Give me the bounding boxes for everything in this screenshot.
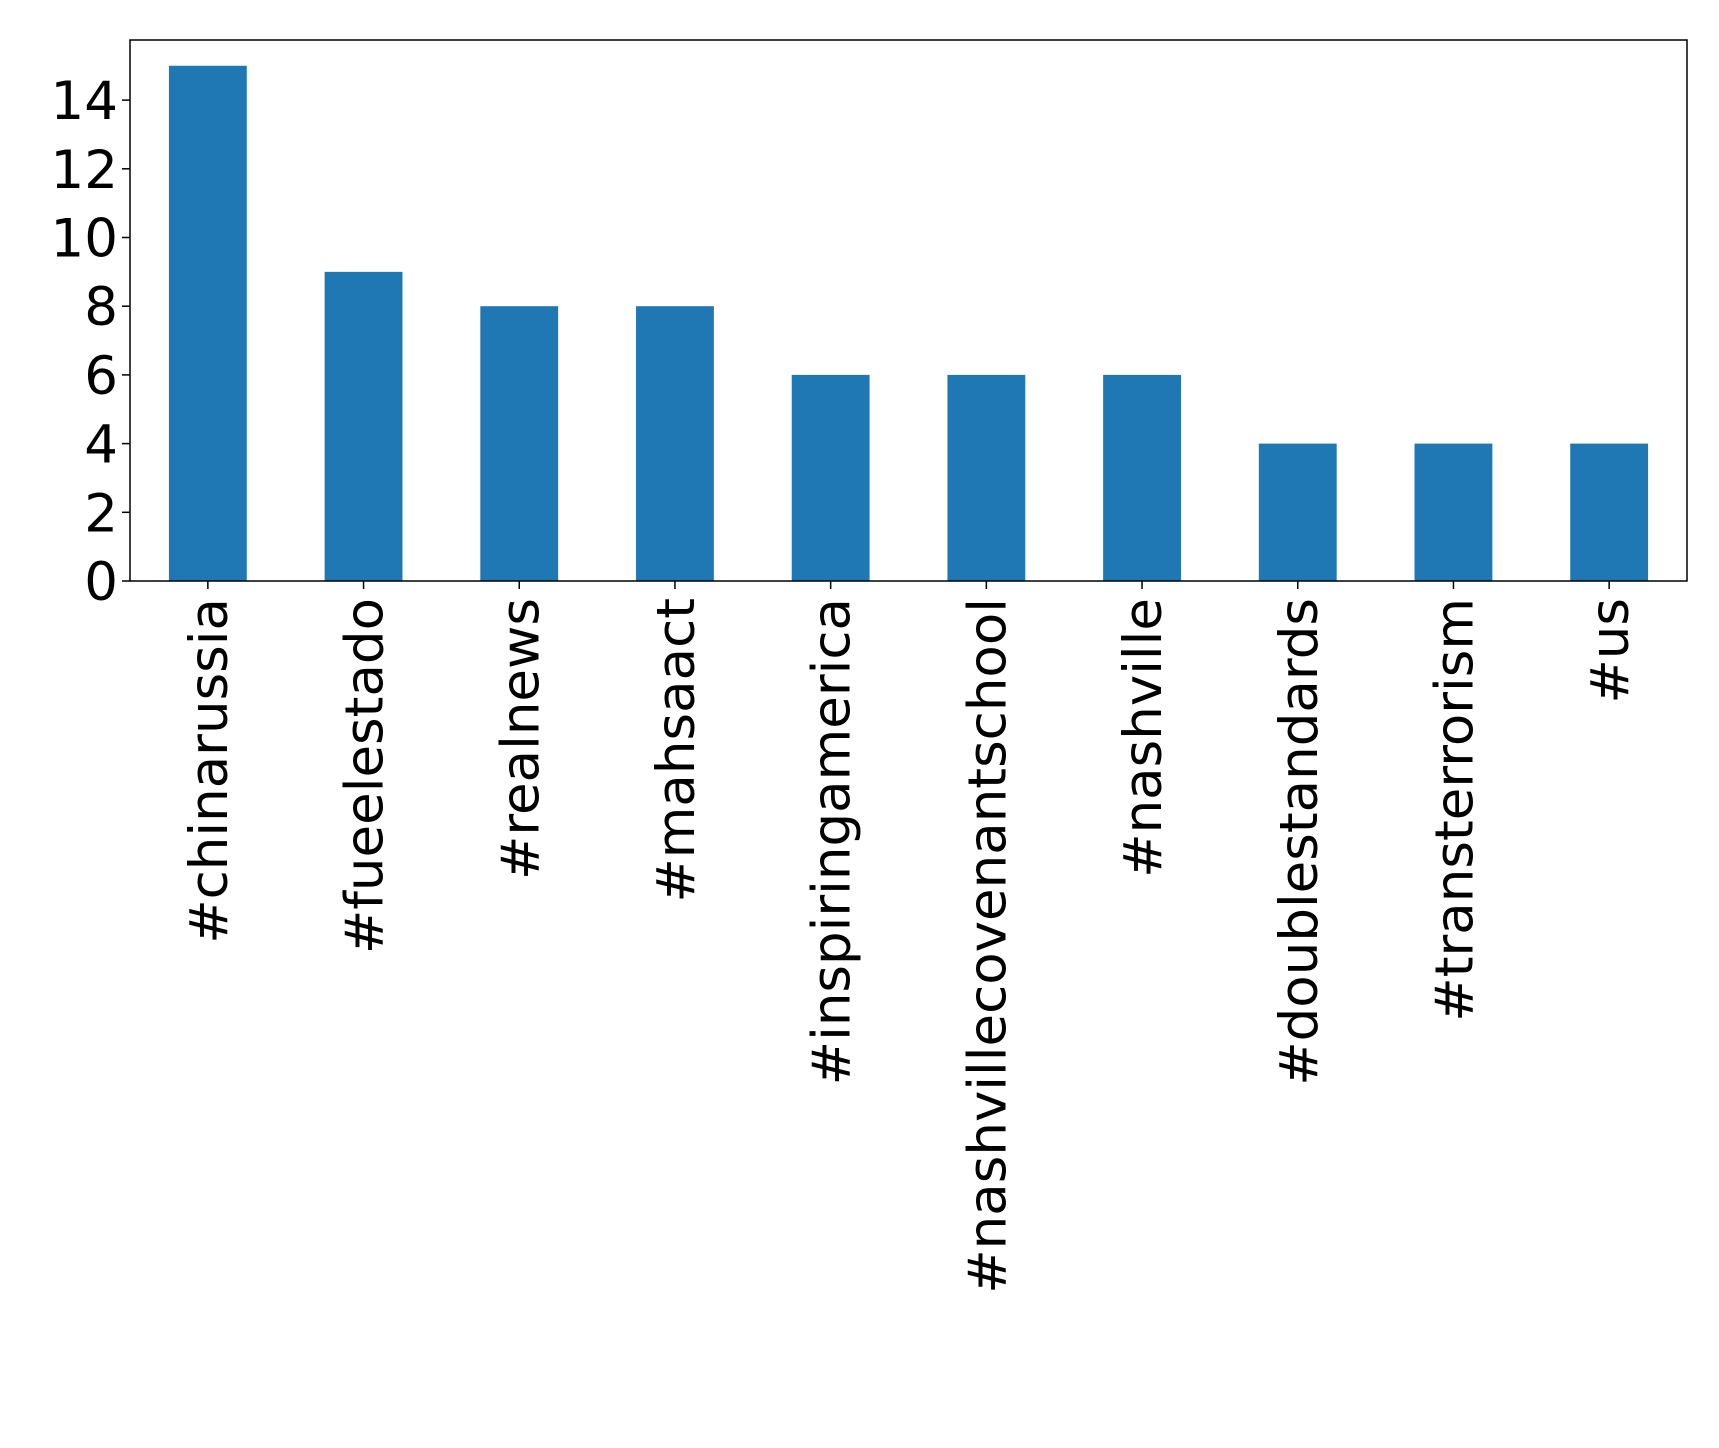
bar: [480, 306, 559, 581]
x-tick-label: #nashvillecovenantschool: [957, 598, 1018, 1294]
bar: [947, 374, 1026, 581]
y-tick-label: 10: [51, 209, 118, 270]
x-tick-label: #inspiringamerica: [802, 598, 863, 1085]
x-tick-label: #fueelestado: [335, 598, 396, 954]
y-tick-label: 6: [84, 346, 118, 407]
bar: [1414, 443, 1493, 581]
x-tick-label: #transterrorism: [1424, 598, 1485, 1022]
bar: [324, 271, 403, 581]
plot-frame: [129, 39, 1688, 582]
bar: [1570, 443, 1649, 581]
x-tick-label: #nashville: [1113, 598, 1174, 878]
bar: [636, 306, 714, 581]
bar: [168, 65, 247, 581]
y-tick-label: 14: [51, 71, 118, 132]
bar: [1258, 443, 1337, 581]
y-tick-label: 2: [84, 483, 118, 544]
x-tick-label: #mahsaact: [646, 598, 707, 903]
x-tick-label: #chinarussia: [179, 598, 240, 944]
x-tick-label: #doublestandards: [1269, 598, 1330, 1086]
y-tick-label: 0: [84, 552, 118, 613]
bar: [791, 374, 870, 581]
x-tick-label: #realnews: [490, 598, 551, 880]
x-tick-label: #us: [1580, 598, 1641, 704]
bar: [1103, 374, 1181, 581]
y-tick-label: 12: [51, 140, 118, 201]
y-tick-label: 4: [84, 415, 118, 476]
y-tick-label: 8: [84, 277, 118, 338]
